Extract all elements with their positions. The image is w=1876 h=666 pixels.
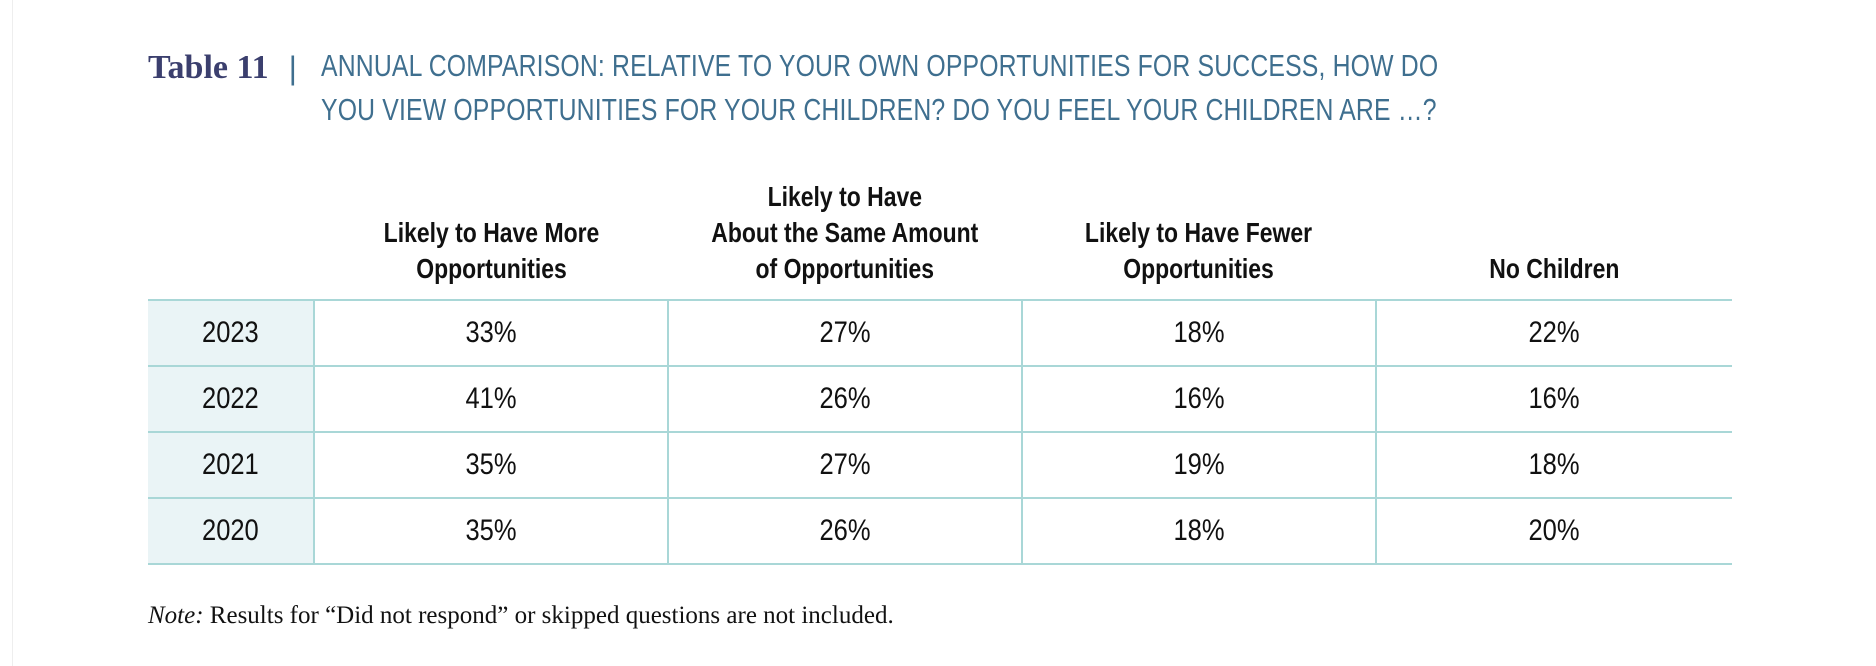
header-label-line: Likely to Have Fewer xyxy=(1085,217,1313,248)
value-cell: 18% xyxy=(1021,300,1376,366)
header-label-line: Opportunities xyxy=(1123,253,1275,284)
value-cell: 20% xyxy=(1375,498,1732,564)
value-label: 27% xyxy=(819,316,871,349)
table-row: 2021 35% 27% 19% 18% xyxy=(148,432,1732,498)
header-cell-2: Likely to Have About the Same Amount of Op… xyxy=(668,170,1022,300)
value-label: 35% xyxy=(465,448,517,481)
value-label: 26% xyxy=(819,514,871,547)
header-cell-3: Likely to Have Fewer Opportunities xyxy=(1022,170,1376,300)
value-cell: 27% xyxy=(667,300,1022,366)
header-label-line: About the Same Amount xyxy=(711,217,979,248)
value-label: 35% xyxy=(465,514,517,547)
header-cell-year xyxy=(148,170,314,300)
year-label: 2020 xyxy=(202,514,259,547)
title-separator: | xyxy=(288,50,297,86)
value-label: 18% xyxy=(1173,316,1225,349)
header-row: Likely to Have More Opportunities Likely t… xyxy=(148,170,1732,300)
value-label: 18% xyxy=(1528,448,1581,481)
value-cell: 22% xyxy=(1375,300,1732,366)
value-label: 16% xyxy=(1173,382,1225,415)
header-label-line: Likely to Have More xyxy=(383,217,599,248)
value-cell: 19% xyxy=(1021,432,1376,498)
header-label-line: Opportunities xyxy=(415,253,567,284)
value-cell: 18% xyxy=(1375,432,1732,498)
data-table: Likely to Have More Opportunities Likely t… xyxy=(148,170,1732,565)
note-text: Results for “Did not respond” or skipped… xyxy=(209,602,894,629)
header-label-line: Likely to Have xyxy=(767,181,923,212)
year-label: 2022 xyxy=(202,382,259,415)
year-cell: 2022 xyxy=(148,366,314,432)
table-row: 2020 35% 26% 18% 20% xyxy=(148,498,1732,564)
value-label: 41% xyxy=(465,382,517,415)
header-label: Likely to Have Fewer Opportunities xyxy=(1085,215,1312,287)
table-number-label: Table 11 xyxy=(148,49,269,86)
header-cell-1: Likely to Have More Opportunities xyxy=(314,170,668,300)
value-cell: 27% xyxy=(667,432,1022,498)
year-cell: 2020 xyxy=(148,498,314,564)
value-cell: 26% xyxy=(667,498,1022,564)
value-label: 18% xyxy=(1173,514,1225,547)
value-label: 16% xyxy=(1528,382,1581,415)
table-body: 2023 33% 27% 18% 22% 2022 41% 26% 16% 16% 2021 35% 2… xyxy=(148,300,1732,564)
table-row: 2023 33% 27% 18% 22% xyxy=(148,300,1732,366)
value-label: 22% xyxy=(1528,316,1581,349)
table-note: Note: Results for “Did not respond” or s… xyxy=(148,602,894,630)
header-label: No Children xyxy=(1489,251,1619,287)
value-cell: 18% xyxy=(1021,498,1376,564)
value-label: 20% xyxy=(1528,514,1581,547)
value-cell: 16% xyxy=(1375,366,1732,432)
header-label: Likely to Have About the Same Amount of Op… xyxy=(711,179,978,287)
value-label: 33% xyxy=(465,316,517,349)
header-label-line: of Opportunities xyxy=(755,253,935,284)
table-row: 2022 41% 26% 16% 16% xyxy=(148,366,1732,432)
value-cell: 16% xyxy=(1021,366,1376,432)
value-label: 26% xyxy=(819,382,871,415)
value-label: 19% xyxy=(1173,448,1225,481)
table-title: Table 11 | ANNUAL COMPARISON: RELATIVE T… xyxy=(148,44,1761,132)
header-label: Likely to Have More Opportunities xyxy=(383,215,599,287)
page-edge-line xyxy=(12,0,13,666)
year-label: 2023 xyxy=(202,316,259,349)
header-label-line: No Children xyxy=(1488,253,1620,284)
value-cell: 41% xyxy=(313,366,668,432)
year-label: 2021 xyxy=(202,448,259,481)
note-label: Note: xyxy=(148,602,204,629)
value-cell: 33% xyxy=(313,300,668,366)
table-title-text: ANNUAL COMPARISON: RELATIVE TO YOUR OWN … xyxy=(320,48,1439,127)
value-label: 27% xyxy=(819,448,871,481)
value-cell: 35% xyxy=(313,498,668,564)
header-cell-4: No Children xyxy=(1376,170,1732,300)
value-cell: 35% xyxy=(313,432,668,498)
table-header: Likely to Have More Opportunities Likely t… xyxy=(148,170,1732,300)
value-cell: 26% xyxy=(667,366,1022,432)
year-cell: 2023 xyxy=(148,300,314,366)
year-cell: 2021 xyxy=(148,432,314,498)
